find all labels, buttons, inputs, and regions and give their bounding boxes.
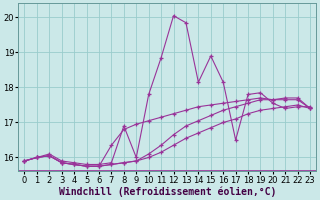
X-axis label: Windchill (Refroidissement éolien,°C): Windchill (Refroidissement éolien,°C) (59, 186, 276, 197)
